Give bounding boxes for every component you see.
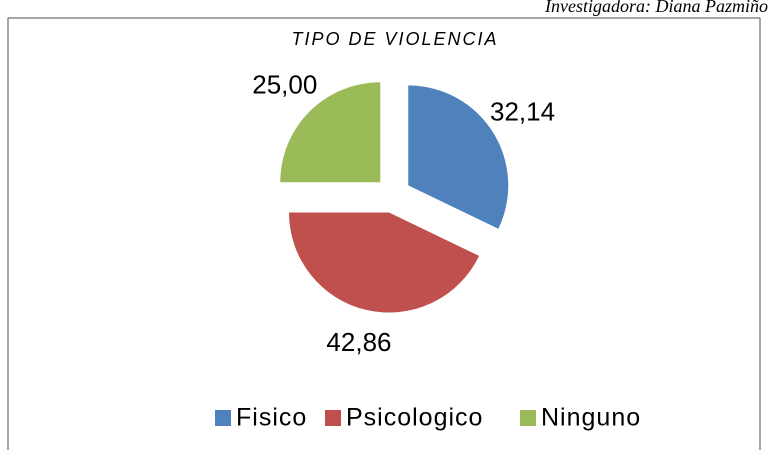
legend-swatch — [520, 410, 536, 426]
legend-label: Fisico — [236, 404, 307, 432]
data-label: 25,00 — [252, 70, 317, 100]
pie-slice — [408, 85, 509, 229]
data-label: 42,86 — [326, 327, 391, 357]
data-label: 32,14 — [490, 96, 555, 126]
legend-label: Ninguno — [541, 404, 641, 432]
chart-title: TIPO DE VIOLENCIA — [291, 29, 498, 49]
legend-swatch — [215, 410, 231, 426]
pie-slice — [280, 82, 381, 183]
pie-slice — [288, 212, 480, 313]
legend-swatch — [325, 410, 341, 426]
annotation: Investigadora: Diana Pazmiño — [544, 0, 768, 16]
legend-label: Psicologico — [346, 404, 483, 432]
